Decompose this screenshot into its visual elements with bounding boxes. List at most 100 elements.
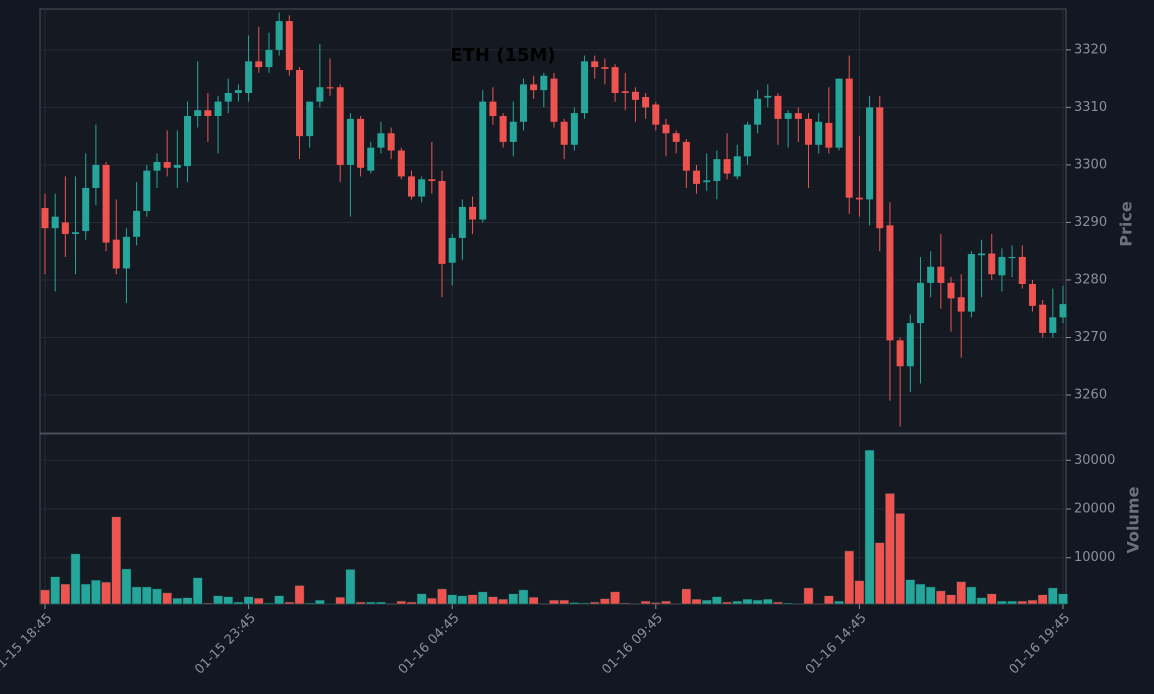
volume-bar [986, 593, 997, 605]
candle-body [530, 84, 538, 91]
volume-bar [925, 586, 936, 605]
candle-body [957, 297, 965, 312]
volume-bar [1027, 599, 1038, 605]
candle-body [438, 181, 446, 264]
volume-bar [650, 602, 661, 605]
volume-bar [752, 599, 763, 605]
candle-body [540, 75, 548, 91]
candle-body [387, 133, 395, 151]
volume-bar [691, 598, 702, 605]
volume-bar [162, 592, 173, 605]
volume-bar [905, 579, 916, 605]
candle-body [265, 49, 273, 68]
volume-bar [1037, 594, 1048, 605]
candle-body [41, 208, 49, 229]
volume-bar [518, 589, 529, 605]
volume-bar [203, 602, 213, 605]
volume-bar [264, 602, 274, 605]
volume-bar [966, 586, 977, 605]
candle-body [458, 206, 466, 238]
candle-body [346, 118, 354, 165]
candle-body [255, 61, 263, 68]
candle-body [448, 237, 456, 263]
volume-bar [640, 600, 651, 605]
candle-body [122, 236, 130, 269]
price-panel [39, 8, 1067, 434]
volume-bar [467, 594, 478, 605]
candle-body [296, 69, 303, 137]
candle-body [112, 239, 120, 269]
volume-bar [732, 600, 743, 605]
volume-bar [243, 596, 254, 605]
price-axis-label: Price [1117, 201, 1136, 247]
candle-body [855, 197, 863, 200]
volume-bar [121, 568, 132, 605]
volume-bar [70, 553, 81, 605]
candle-body [316, 87, 324, 102]
volume-bar [620, 602, 631, 605]
volume-bar [600, 598, 610, 605]
y-tick-label: 20000 [1074, 502, 1115, 517]
volume-bar [589, 601, 600, 605]
volume-bar [376, 601, 386, 605]
volume-axis-label: Volume [1124, 486, 1143, 553]
candle-body [153, 162, 161, 171]
candle-body [1039, 304, 1047, 333]
volume-bar [365, 601, 376, 605]
candle-body [275, 21, 283, 50]
volume-bar [1047, 587, 1058, 605]
volume-bar [111, 516, 122, 605]
candle-body [733, 156, 741, 177]
candle-body [723, 159, 731, 174]
candle-body [621, 91, 629, 93]
volume-bar [508, 593, 519, 605]
volume-bar [935, 590, 946, 605]
candle-body [581, 61, 589, 114]
volume-bar [416, 593, 427, 605]
candle-body [214, 101, 222, 117]
candle-body [601, 67, 609, 69]
volume-bar [172, 597, 183, 605]
volume-bar [457, 595, 468, 605]
volume-panel [39, 433, 1067, 605]
volume-bar [956, 581, 967, 605]
volume-bar [722, 601, 732, 605]
candle-body [285, 21, 293, 70]
candle-body [916, 282, 924, 324]
volume-bar [874, 542, 885, 605]
candle-body [947, 282, 955, 299]
candle-body [245, 61, 253, 93]
volume-bar [131, 586, 142, 605]
volume-bar [182, 597, 193, 605]
volume-bar [406, 601, 417, 605]
candle-body [326, 87, 334, 89]
volume-bar [233, 601, 244, 605]
candle-body [499, 116, 507, 142]
candle-body [357, 118, 365, 168]
volume-bar [854, 580, 865, 605]
candle-body [1059, 304, 1067, 318]
y-tick-label: 3260 [1074, 388, 1107, 403]
volume-bar [274, 595, 284, 605]
candle-body [693, 170, 701, 184]
candle-body [927, 266, 935, 283]
volume-bar [60, 583, 71, 605]
volume-bar [223, 596, 234, 605]
candle-body [845, 78, 853, 198]
candle-body [133, 210, 141, 237]
volume-bar [1058, 593, 1068, 605]
candle-body [72, 232, 80, 234]
volume-bar [773, 601, 783, 605]
volume-bar [559, 599, 570, 605]
candle-body [479, 101, 487, 220]
candle-body [163, 162, 171, 168]
candle-body [764, 95, 772, 98]
volume-bar [192, 577, 203, 605]
y-tick-label: 3300 [1074, 157, 1107, 172]
candle-body [754, 98, 762, 125]
candle-body [82, 187, 90, 232]
volume-bar [895, 513, 905, 605]
volume-bar [447, 594, 458, 605]
volume-bar [141, 586, 152, 605]
